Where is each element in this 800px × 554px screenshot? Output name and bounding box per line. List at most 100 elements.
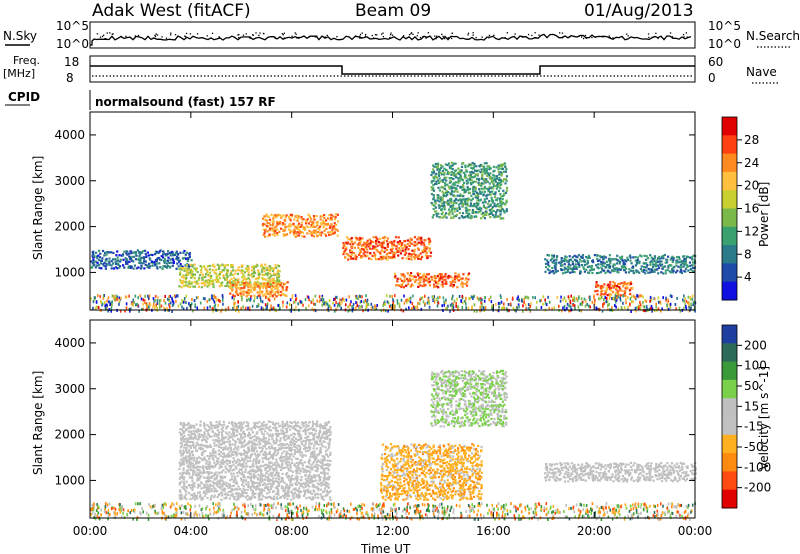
power-noise-cell xyxy=(644,299,646,303)
power-echo-cell xyxy=(566,265,570,268)
velocity-echo-cell xyxy=(196,472,199,475)
power-echo-cell xyxy=(499,199,502,202)
velocity-echo-cell xyxy=(261,438,264,441)
velocity-echo-cell xyxy=(270,483,273,486)
power-echo-cell xyxy=(393,254,396,257)
power-echo-cell xyxy=(402,286,405,289)
velocity-echo-cell xyxy=(217,441,220,444)
power-echo-cell xyxy=(230,264,233,267)
power-echo-cell xyxy=(472,193,476,196)
power-echo-cell xyxy=(669,258,672,261)
velocity-echo-cell xyxy=(193,471,196,474)
power-echo-cell xyxy=(433,204,436,207)
power-echo-cell xyxy=(453,199,456,202)
power-echo-cell xyxy=(430,192,433,196)
power-echo-cell xyxy=(470,178,473,182)
power-echo-cell xyxy=(265,268,268,272)
power-echo-cell xyxy=(214,271,217,274)
power-echo-cell xyxy=(609,262,612,265)
power-echo-cell xyxy=(190,281,193,284)
velocity-echo-cell xyxy=(181,459,184,462)
velocity-echo-cell xyxy=(205,476,208,480)
power-echo-cell xyxy=(200,282,203,285)
nsearch-dot xyxy=(422,36,424,38)
power-echo-cell xyxy=(289,225,292,228)
power-echo-cell xyxy=(636,256,640,259)
power-echo-cell xyxy=(546,259,549,262)
power-noise-cell xyxy=(581,301,583,305)
power-echo-cell xyxy=(473,175,476,178)
velocity-echo-cell xyxy=(265,471,268,474)
power-echo-cell xyxy=(366,241,369,244)
power-echo-cell xyxy=(140,251,144,254)
velocity-echo-cell xyxy=(199,475,203,478)
power-echo-cell xyxy=(435,182,438,185)
power-noise-cell xyxy=(416,305,418,309)
power-echo-cell xyxy=(443,206,446,209)
power-echo-cell xyxy=(224,278,227,281)
power-echo-cell xyxy=(445,201,448,204)
power-echo-cell xyxy=(180,286,183,289)
power-echo-cell xyxy=(474,169,477,172)
power-echo-cell xyxy=(592,268,595,271)
power-echo-cell xyxy=(431,188,434,191)
velocity-echo-cell xyxy=(258,488,261,491)
power-noise-cell xyxy=(535,306,538,310)
velocity-echo-cell xyxy=(225,431,228,434)
power-echo-cell xyxy=(261,286,265,289)
power-echo-cell xyxy=(143,260,146,263)
power-noise-cell xyxy=(233,304,235,307)
power-echo-cell xyxy=(492,182,495,186)
power-echo-cell xyxy=(490,212,493,215)
nsearch-dot xyxy=(121,36,123,38)
power-echo-cell xyxy=(189,263,192,266)
power-echo-cell xyxy=(495,187,498,190)
power-echo-cell xyxy=(544,270,547,273)
power-echo-cell xyxy=(640,265,643,268)
power-echo-cell xyxy=(191,264,194,267)
power-echo-cell xyxy=(408,277,411,280)
power-echo-cell xyxy=(426,256,429,260)
power-noise-cell xyxy=(516,297,519,301)
power-noise-cell xyxy=(358,306,361,310)
power-noise-cell xyxy=(156,298,159,302)
nsearch-dot xyxy=(436,35,438,37)
velocity-echo-cell xyxy=(239,495,242,498)
power-echo-cell xyxy=(643,268,646,271)
power-noise-cell xyxy=(227,306,230,310)
power-echo-cell xyxy=(438,189,441,192)
power-echo-cell xyxy=(615,288,618,291)
power-echo-cell xyxy=(268,290,271,293)
velocity-echo-cell xyxy=(201,452,204,455)
velocity-echo-cell xyxy=(213,477,216,480)
power-echo-cell xyxy=(393,239,396,243)
power-echo-cell xyxy=(407,257,411,261)
power-echo-cell xyxy=(275,284,278,287)
velocity-echo-cell xyxy=(278,447,281,450)
nsearch-dot xyxy=(682,34,685,36)
power-echo-cell xyxy=(405,246,408,249)
power-noise-cell xyxy=(650,307,652,310)
nsearch-dot xyxy=(103,34,105,36)
velocity-echo-cell xyxy=(258,493,262,497)
power-echo-cell xyxy=(417,236,420,239)
power-echo-cell xyxy=(142,262,145,265)
velocity-echo-cell xyxy=(241,426,244,429)
power-echo-cell xyxy=(595,264,598,267)
power-echo-cell xyxy=(443,176,446,179)
power-echo-cell xyxy=(404,244,407,247)
velocity-echo-cell xyxy=(231,492,234,495)
velocity-echo-cell xyxy=(255,425,258,428)
power-echo-cell xyxy=(418,276,421,279)
power-echo-cell xyxy=(426,255,429,258)
velocity-echo-cell xyxy=(279,424,282,427)
power-echo-cell xyxy=(295,232,298,235)
power-echo-cell xyxy=(403,253,406,256)
power-noise-cell xyxy=(639,303,642,307)
velocity-echo-cell xyxy=(268,447,271,450)
power-echo-cell xyxy=(373,246,376,250)
power-noise-cell xyxy=(352,302,355,306)
velocity-echo-cell xyxy=(260,472,263,475)
nsearch-dot xyxy=(444,38,446,40)
power-echo-cell xyxy=(640,255,643,258)
